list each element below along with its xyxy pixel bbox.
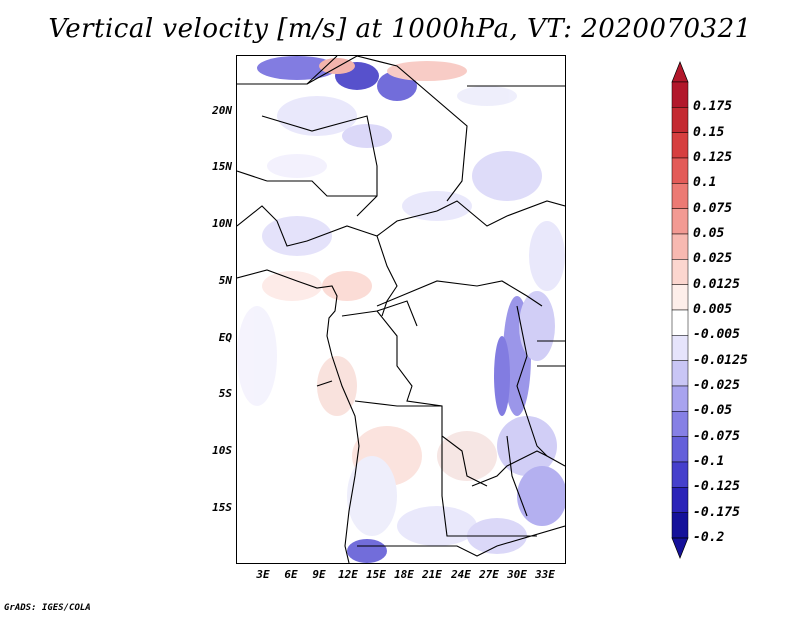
colorbar-band (671, 81, 689, 108)
lat-label-eq: EQ (218, 331, 232, 344)
lat-label-10n: 10N (212, 217, 232, 230)
lat-label-5s: 5S (218, 387, 232, 400)
colorbar-band (671, 259, 689, 285)
colorbar-level-label: 0.15 (693, 124, 725, 140)
colorbar-top-arrow (671, 61, 689, 83)
colorbar-level-label: -0.075 (693, 428, 740, 444)
colorbar-level-label: -0.2 (693, 530, 725, 545)
colorbar-level-label: -0.175 (693, 504, 740, 520)
plot-title: Vertical velocity [m/s] at 1000hPa, VT: … (48, 14, 752, 44)
colorbar-band (671, 436, 689, 463)
colorbar-band (671, 385, 689, 412)
colorbar-band (671, 461, 689, 488)
colorbar-level-label: -0.1 (693, 454, 725, 469)
colorbar-band (671, 107, 689, 133)
colorbar-level-label: -0.05 (693, 403, 733, 419)
colorbar-level-label: -0.005 (693, 327, 740, 343)
lon-label-24e: 24E (451, 568, 471, 581)
lon-label-21e: 21E (422, 568, 442, 581)
colorbar-level-label: 0.1 (693, 175, 717, 191)
colorbar-level-label: 0.175 (693, 99, 733, 115)
colorbar-band (671, 360, 689, 387)
lon-label-12e: 12E (338, 568, 358, 581)
lat-label-15s: 15S (212, 501, 232, 514)
colorbar-level-label: -0.025 (693, 378, 740, 393)
colorbar-level-label: 0.075 (693, 200, 733, 216)
colorbar-band (671, 335, 689, 361)
colorbar-band (671, 487, 689, 513)
colorbar-band (671, 157, 689, 184)
lon-label-6e: 6E (284, 568, 298, 581)
colorbar-band (671, 284, 689, 311)
map-field (237, 56, 565, 563)
colorbar (671, 61, 689, 559)
colorbar-band (671, 208, 689, 235)
colorbar-level-label: 0.005 (693, 302, 733, 317)
lon-label-15e: 15E (366, 568, 386, 581)
colorbar-level-label: 0.0125 (693, 276, 740, 292)
colorbar-level-label: 0.05 (693, 226, 725, 241)
colorbar-band (671, 132, 689, 159)
colorbar-band (671, 183, 689, 209)
lon-label-33e: 33E (535, 568, 555, 581)
country-borders (237, 56, 565, 563)
lat-label-5n: 5N (218, 274, 232, 287)
lon-label-30e: 30E (507, 568, 527, 581)
colorbar-level-label: 0.125 (693, 150, 733, 165)
colorbar-band (671, 512, 689, 539)
lat-label-10s: 10S (212, 444, 232, 457)
colorbar-level-label: -0.0125 (693, 352, 748, 368)
lon-label-27e: 27E (479, 568, 499, 581)
footer-credit: GrADS: IGES/COLA (4, 603, 91, 613)
colorbar-band (671, 309, 689, 336)
colorbar-level-label: 0.025 (693, 251, 733, 267)
lon-label-3e: 3E (256, 568, 270, 581)
lat-label-15n: 15N (212, 160, 232, 173)
colorbar-band (671, 233, 689, 260)
colorbar-level-label: -0.125 (693, 479, 740, 495)
map-plot-area (236, 55, 566, 564)
lon-label-9e: 9E (312, 568, 326, 581)
lat-label-20n: 20N (212, 104, 232, 117)
colorbar-band (671, 411, 689, 437)
colorbar-bottom-arrow (671, 537, 689, 559)
lon-label-18e: 18E (394, 568, 414, 581)
